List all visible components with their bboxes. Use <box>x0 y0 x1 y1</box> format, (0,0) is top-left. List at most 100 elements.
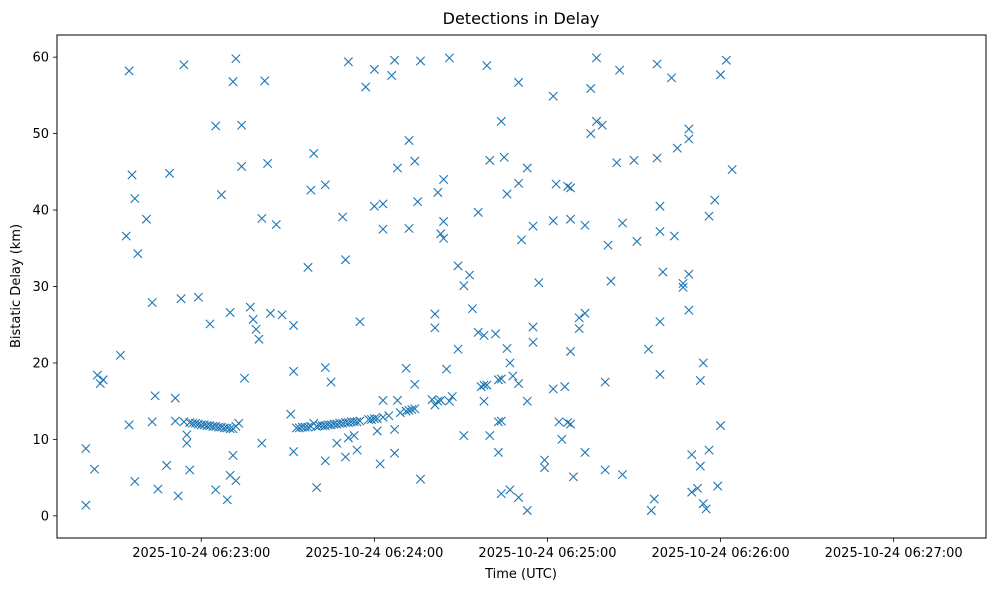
x-marker <box>439 174 449 185</box>
x-marker <box>121 231 131 241</box>
x-marker <box>147 297 157 308</box>
x-marker <box>643 344 654 354</box>
x-marker <box>130 476 140 487</box>
data-point <box>352 417 362 427</box>
data-point <box>211 121 221 131</box>
data-point <box>441 364 452 374</box>
data-point <box>369 414 379 424</box>
x-marker <box>98 375 108 385</box>
data-point <box>548 384 558 394</box>
x-marker <box>548 216 558 226</box>
x-marker <box>600 465 610 475</box>
data-point <box>115 350 126 360</box>
data-point <box>378 395 388 405</box>
x-marker <box>473 207 483 217</box>
data-point <box>306 185 316 195</box>
x-marker <box>447 391 457 402</box>
x-marker <box>672 143 682 153</box>
x-marker <box>193 292 203 302</box>
x-marker <box>170 393 180 403</box>
x-marker <box>430 323 440 333</box>
x-marker <box>565 346 576 357</box>
data-point <box>410 379 420 389</box>
x-marker <box>565 419 576 429</box>
x-marker <box>652 153 662 163</box>
x-marker <box>482 60 492 71</box>
data-point <box>591 116 602 126</box>
data-point <box>565 419 576 429</box>
data-point <box>485 155 495 165</box>
data-point <box>332 438 342 448</box>
x-marker <box>340 255 351 265</box>
data-point <box>695 375 705 386</box>
data-point <box>672 143 682 153</box>
x-marker <box>436 395 446 405</box>
x-marker <box>485 155 495 165</box>
data-point <box>632 236 642 246</box>
data-point <box>493 375 504 385</box>
data-point <box>415 474 426 484</box>
data-point <box>505 485 515 495</box>
data-point <box>430 400 440 410</box>
x-marker <box>687 450 697 460</box>
x-marker <box>415 56 426 66</box>
y-tick-label: 10 <box>32 433 49 448</box>
data-point <box>320 456 330 466</box>
data-point <box>407 404 417 415</box>
x-marker <box>245 302 255 312</box>
x-marker <box>646 505 656 516</box>
data-point <box>704 211 714 221</box>
x-marker <box>369 201 379 211</box>
x-marker <box>444 53 454 63</box>
x-marker <box>312 482 322 493</box>
x-marker <box>211 121 221 131</box>
data-point <box>173 491 183 501</box>
x-marker <box>170 416 180 426</box>
data-point <box>162 460 172 470</box>
data-point <box>260 76 270 86</box>
data-point <box>692 483 703 493</box>
data-point <box>121 231 131 241</box>
x-marker <box>433 396 443 406</box>
x-marker <box>340 452 351 462</box>
x-marker <box>415 474 426 484</box>
x-marker <box>352 417 362 427</box>
x-marker <box>179 60 189 70</box>
data-point <box>502 343 512 354</box>
data-point <box>288 320 299 331</box>
x-marker <box>164 168 175 178</box>
data-point <box>597 120 607 130</box>
data-point <box>479 330 489 341</box>
x-marker <box>257 438 267 448</box>
data-point <box>499 152 509 162</box>
data-point <box>81 500 91 510</box>
data-point <box>182 438 192 448</box>
x-marker <box>453 261 463 271</box>
data-point <box>231 476 241 486</box>
data-point <box>401 363 411 373</box>
data-point <box>179 60 189 70</box>
x-marker <box>565 183 576 193</box>
x-marker <box>349 430 359 441</box>
x-marker <box>401 363 411 373</box>
x-marker <box>655 369 665 379</box>
data-point <box>361 82 371 92</box>
x-marker <box>190 418 201 428</box>
data-point <box>439 233 449 243</box>
data-point <box>615 65 625 75</box>
data-point <box>467 304 478 314</box>
x-marker <box>410 404 420 414</box>
x-tick-label: 2025-10-24 06:27:00 <box>825 546 963 561</box>
data-point <box>516 235 527 245</box>
data-point <box>303 262 313 272</box>
data-point <box>410 156 420 166</box>
data-point <box>476 382 486 392</box>
y-tick-label: 60 <box>32 51 49 66</box>
data-point <box>600 465 610 475</box>
data-point <box>228 77 238 87</box>
data-point <box>288 447 299 457</box>
data-point <box>320 180 330 190</box>
x-marker <box>257 213 267 224</box>
x-marker <box>453 344 463 354</box>
data-point <box>473 207 483 217</box>
